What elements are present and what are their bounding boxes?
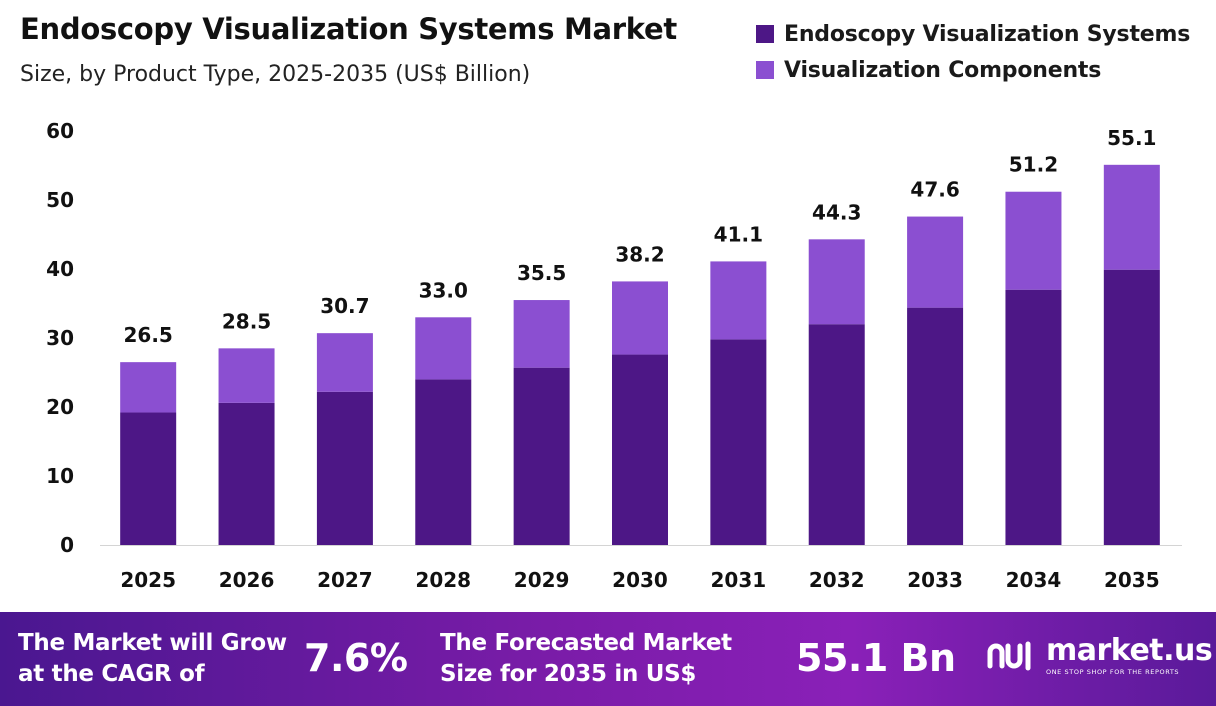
- bar-segment-systems: [1103, 269, 1160, 545]
- bar-total-label: 44.3: [812, 200, 861, 224]
- x-tick-label: 2025: [120, 568, 176, 592]
- x-tick-label: 2026: [219, 568, 275, 592]
- bar-segment-components: [415, 317, 472, 380]
- forecast-value: 55.1 Bn: [796, 636, 956, 680]
- cagr-caption-line2: at the CAGR of: [18, 661, 205, 687]
- y-tick-label: 60: [46, 119, 74, 143]
- chart-title: Endoscopy Visualization Systems Market: [20, 12, 677, 46]
- bar-segment-systems: [808, 324, 865, 545]
- bar-segment-components: [513, 300, 570, 368]
- bar-segment-systems: [710, 339, 767, 545]
- x-tick-label: 2028: [415, 568, 471, 592]
- x-tick-label: 2030: [612, 568, 668, 592]
- legend-label-systems: Endoscopy Visualization Systems: [784, 21, 1191, 47]
- brand-logo[interactable]: market.us ONE STOP SHOP FOR THE REPORTS: [986, 633, 1213, 676]
- legend-item-components: Visualization Components: [756, 52, 1190, 88]
- bar-total-label: 41.1: [714, 222, 763, 246]
- stacked-bar-chart: 010203040506026.5202528.5202630.7202733.…: [46, 119, 1182, 592]
- bar-segment-systems: [415, 379, 472, 545]
- market-us-logo-icon: [987, 641, 1031, 671]
- bar-segment-components: [1103, 164, 1160, 270]
- bar-segment-components: [710, 261, 767, 340]
- bar-total-label: 38.2: [615, 242, 664, 266]
- bar-total-label: 33.0: [419, 278, 468, 302]
- bar-segment-systems: [120, 412, 177, 545]
- bar-segment-systems: [907, 307, 964, 545]
- bar-segment-systems: [513, 367, 570, 545]
- bar-segment-systems: [1005, 289, 1062, 545]
- x-tick-label: 2027: [317, 568, 373, 592]
- y-tick-label: 0: [60, 533, 74, 557]
- bar-segment-components: [120, 362, 177, 413]
- cagr-caption: The Market will Grow at the CAGR of: [18, 628, 287, 690]
- legend-item-systems: Endoscopy Visualization Systems: [756, 16, 1190, 52]
- x-tick-label: 2029: [514, 568, 570, 592]
- cagr-caption-line1: The Market will Grow: [18, 630, 287, 656]
- bar-total-label: 47.6: [910, 178, 959, 202]
- bar-total-label: 30.7: [320, 294, 369, 318]
- y-tick-label: 30: [46, 326, 74, 350]
- bar-total-label: 35.5: [517, 261, 566, 285]
- x-tick-label: 2032: [809, 568, 865, 592]
- x-tick-label: 2034: [1006, 568, 1062, 592]
- bar-total-label: 55.1: [1107, 126, 1156, 150]
- bar-total-label: 26.5: [124, 323, 173, 347]
- bar-segment-systems: [218, 402, 275, 545]
- bar-segment-systems: [612, 354, 668, 545]
- x-tick-label: 2035: [1104, 568, 1160, 592]
- brand-name: market.us: [1046, 633, 1213, 668]
- brand-tagline: ONE STOP SHOP FOR THE REPORTS: [1046, 668, 1180, 676]
- bar-total-label: 51.2: [1009, 153, 1058, 177]
- legend: Endoscopy Visualization Systems Visualiz…: [756, 16, 1190, 88]
- x-tick-label: 2033: [907, 568, 963, 592]
- bar-segment-components: [316, 333, 373, 392]
- bar-segment-components: [612, 281, 668, 355]
- legend-swatch-components: [756, 61, 774, 79]
- legend-label-components: Visualization Components: [784, 57, 1102, 83]
- cagr-value: 7.6%: [304, 636, 408, 680]
- y-tick-label: 50: [46, 188, 74, 212]
- bar-segment-components: [1005, 191, 1062, 290]
- bar-total-label: 28.5: [222, 309, 271, 333]
- legend-swatch-systems: [756, 25, 774, 43]
- bar-segment-components: [218, 348, 275, 403]
- chart-subtitle: Size, by Product Type, 2025-2035 (US$ Bi…: [20, 62, 531, 87]
- bar-segment-systems: [316, 391, 373, 545]
- forecast-caption: The Forecasted Market Size for 2035 in U…: [440, 628, 732, 690]
- forecast-caption-line2: Size for 2035 in US$: [440, 661, 697, 687]
- bar-segment-components: [907, 216, 964, 308]
- y-tick-label: 20: [46, 395, 74, 419]
- x-tick-label: 2031: [711, 568, 767, 592]
- footer-banner: The Market will Grow at the CAGR of 7.6%…: [0, 612, 1216, 706]
- y-tick-label: 10: [46, 464, 74, 488]
- bar-segment-components: [808, 239, 865, 325]
- y-tick-label: 40: [46, 257, 74, 281]
- forecast-caption-line1: The Forecasted Market: [440, 630, 732, 656]
